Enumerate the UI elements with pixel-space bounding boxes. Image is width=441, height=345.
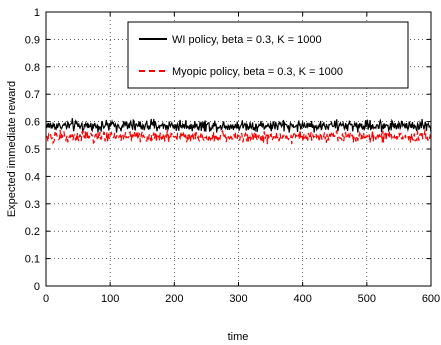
series-myopic-policy-line	[45, 129, 432, 146]
y-tick-label: 0.4	[25, 171, 40, 183]
y-tick-label: 0.3	[25, 199, 40, 211]
legend-box	[127, 21, 409, 89]
x-tick-label: 500	[358, 293, 376, 305]
y-tick-label: 0.1	[25, 254, 40, 266]
x-axis-label: time	[228, 331, 249, 343]
x-tick-label: 0	[43, 293, 49, 305]
x-tick-label: 200	[165, 293, 183, 305]
y-tick-label: 0.8	[25, 62, 40, 74]
legend: WI policy, beta = 0.3, K = 1000 Myopic p…	[127, 21, 409, 89]
y-tick-label: 0.6	[25, 117, 40, 129]
series-layer	[45, 118, 432, 146]
series-wi-policy-line	[45, 118, 432, 133]
legend-label-wi: WI policy, beta = 0.3, K = 1000	[172, 34, 322, 46]
ticks	[45, 11, 432, 287]
legend-label-myopic: Myopic policy, beta = 0.3, K = 1000	[172, 66, 343, 78]
x-tick-label: 300	[229, 293, 247, 305]
y-tick-label: 0.7	[25, 89, 40, 101]
y-tick-label: 0.2	[25, 226, 40, 238]
y-tick-label: 0.9	[25, 34, 40, 46]
x-tick-label: 400	[293, 293, 311, 305]
y-tick-label: 0	[34, 281, 40, 293]
x-tick-label: 100	[101, 293, 119, 305]
y-tick-label: 0.5	[25, 144, 40, 156]
y-tick-label: 1	[34, 7, 40, 19]
x-tick-label: 600	[422, 293, 440, 305]
tick-labels: 0 100 200 300 400 500 600 0 0.1 0.2 0.3 0.4 0.5 0.6 0.…	[25, 7, 440, 305]
y-axis-label: Expected immediate reward	[6, 81, 18, 217]
